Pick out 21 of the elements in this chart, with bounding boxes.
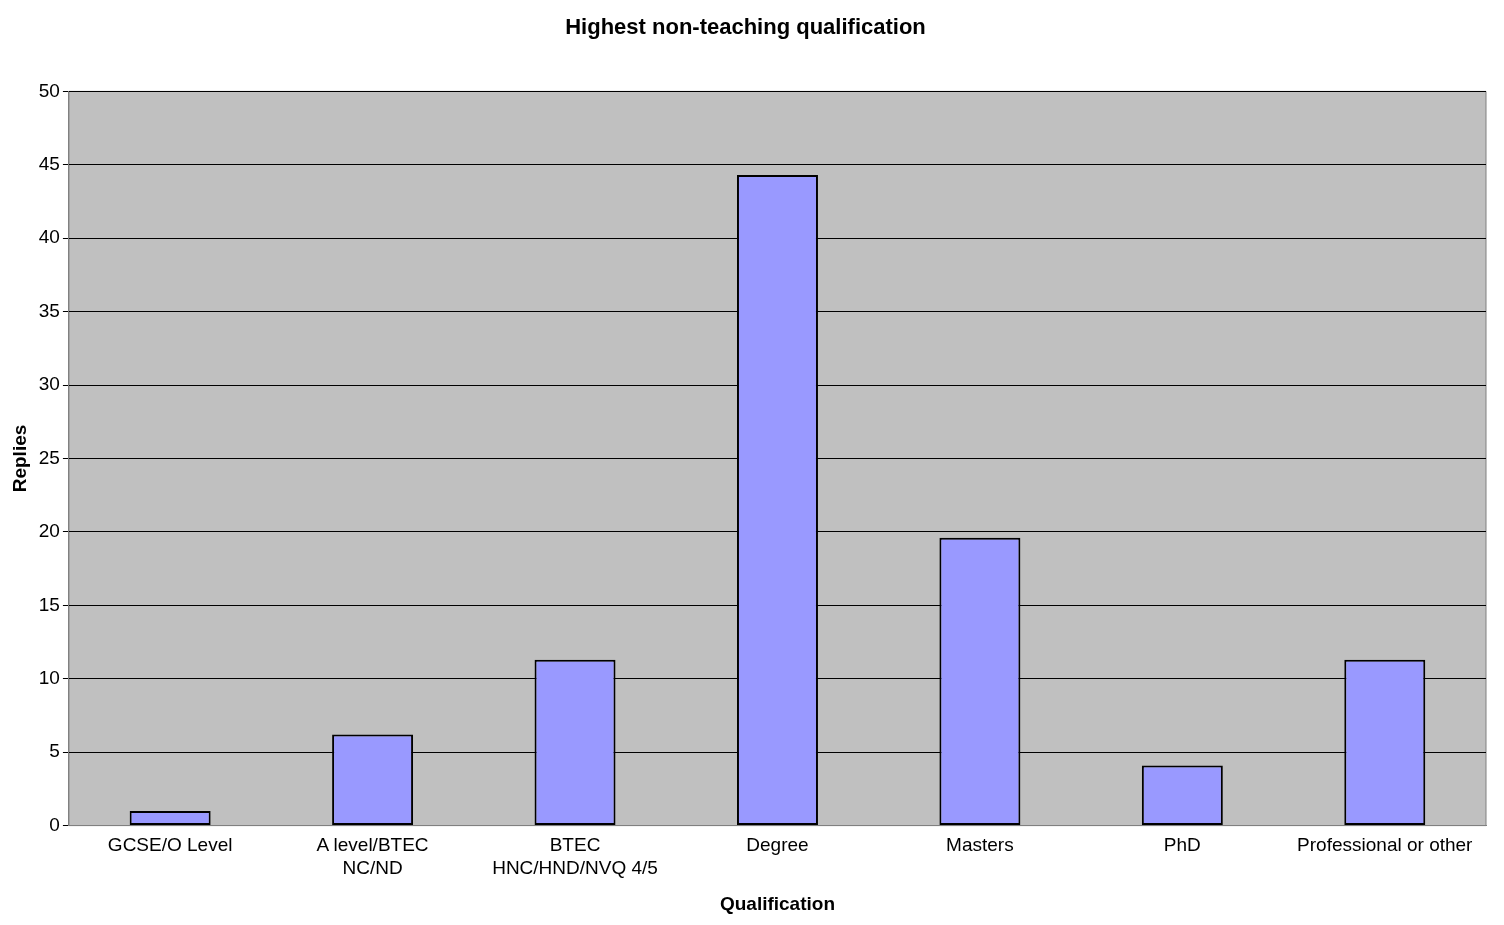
x-tick-label: PhD: [1163, 834, 1201, 856]
y-axis-title: Replies: [8, 424, 30, 493]
y-tick-label: 15: [38, 593, 60, 615]
y-tick-label: 10: [38, 666, 60, 688]
y-tick-label: 5: [49, 740, 60, 762]
x-tick-label: Degree: [746, 834, 809, 856]
y-tick-label: 30: [38, 373, 60, 395]
y-tick-label: 50: [38, 79, 60, 101]
y-tick-label: 35: [38, 299, 60, 321]
y-tick-label: 0: [49, 813, 60, 835]
x-tick-label: Professional or other: [1297, 834, 1474, 856]
x-tick-label: BTEC HNC/HND/NVQ 4/5: [492, 834, 658, 879]
x-tick-label: GCSE/O Level: [107, 834, 233, 856]
y-tick-label: 25: [38, 446, 60, 468]
x-axis-title: Qualification: [719, 892, 836, 914]
x-tick-label: Masters: [946, 834, 1014, 856]
y-tick-label: 45: [38, 153, 60, 175]
y-tick-label: 20: [38, 520, 60, 542]
y-tick-label: 40: [38, 226, 60, 248]
x-tick-label: A level/BTEC NC/ND: [316, 834, 429, 879]
chart-title: Highest non-teaching qualification: [565, 14, 926, 40]
